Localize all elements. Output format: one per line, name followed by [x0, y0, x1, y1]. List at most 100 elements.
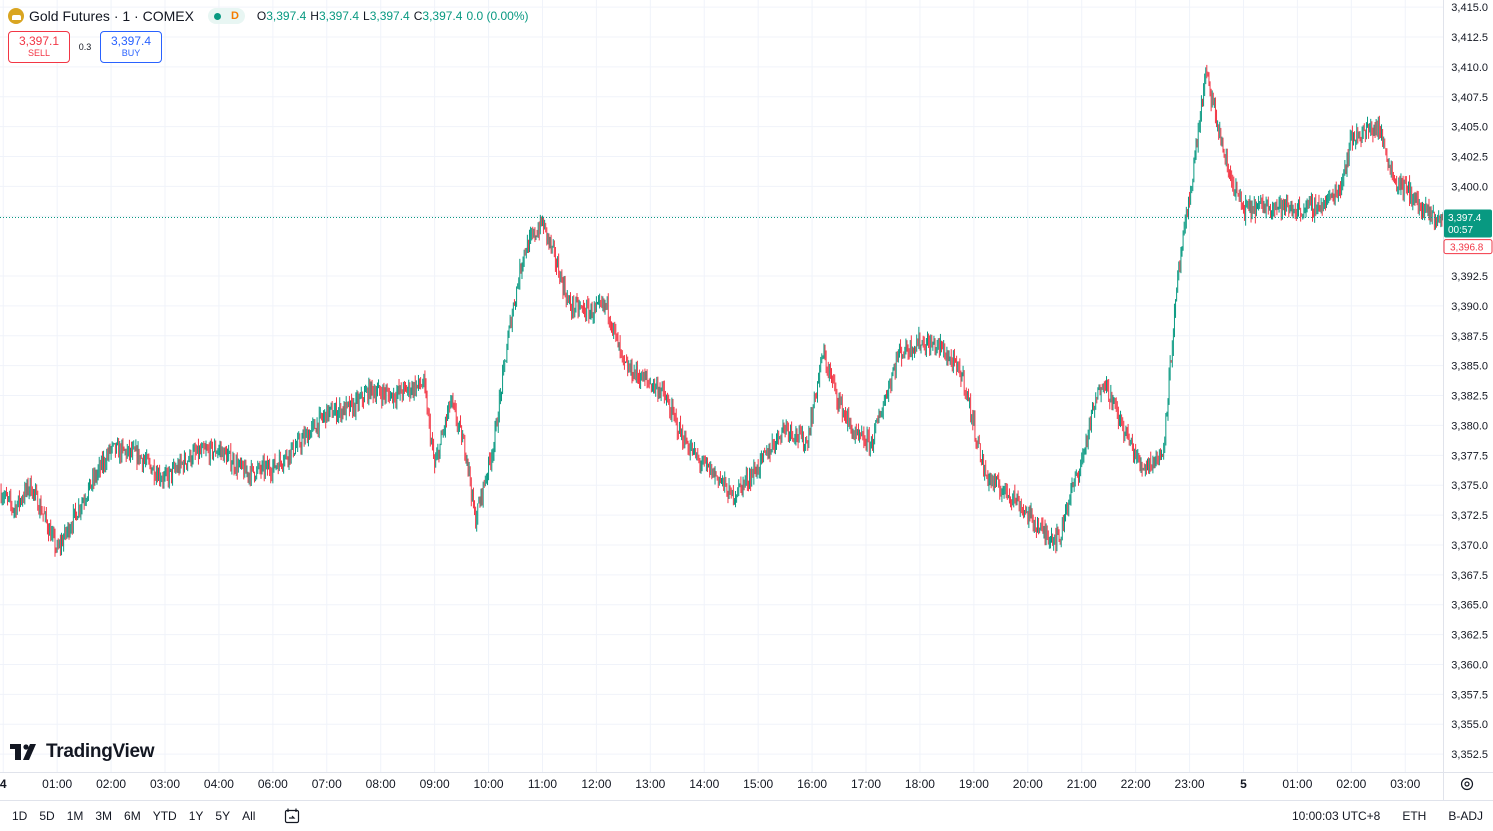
- bar-countdown: 00:57: [1448, 225, 1473, 236]
- bottom-toolbar: 1D 5D 1M 3M 6M YTD 1Y 5Y All 10:00:03 UTC+8 ETH …: [0, 800, 1493, 831]
- time-tick-label: 08:00: [366, 777, 396, 791]
- price-tick-label: 3,405.0: [1451, 122, 1488, 134]
- close-key: C: [413, 9, 423, 23]
- price-tick-label: 3,360.0: [1451, 659, 1488, 671]
- compare-icon[interactable]: [281, 806, 303, 826]
- trade-buttons: 3,397.1 SELL 0.3 3,397.4 BUY: [8, 31, 162, 63]
- time-tick-label: 01:00: [42, 777, 72, 791]
- range-button[interactable]: All: [242, 809, 256, 823]
- open-key: O: [256, 9, 267, 23]
- price-tick-label: 3,415.0: [1451, 2, 1488, 14]
- time-tick-label: 17:00: [851, 777, 881, 791]
- spread-value: 0.3: [78, 42, 92, 52]
- price-tick-label: 3,410.0: [1451, 62, 1488, 74]
- range-button[interactable]: 5Y: [215, 809, 231, 823]
- time-tick-label: 19:00: [959, 777, 989, 791]
- price-tick-label: 3,392.5: [1451, 271, 1488, 283]
- time-tick-label: 06:00: [258, 777, 288, 791]
- delayed-data-badge: D: [230, 10, 239, 22]
- time-tick-label: 09:00: [420, 777, 450, 791]
- time-tick-label: 16:00: [797, 777, 827, 791]
- price-tick-label: 3,357.5: [1451, 689, 1488, 701]
- time-tick-label: 01:00: [1282, 777, 1312, 791]
- price-tick-label: 3,387.5: [1451, 331, 1488, 343]
- time-tick-label: 5: [1240, 777, 1247, 791]
- sell-label: SELL: [27, 48, 51, 58]
- time-tick-label: 20:00: [1013, 777, 1043, 791]
- price-tick-label: 3,362.5: [1451, 630, 1488, 642]
- session-toggle[interactable]: ETH: [1402, 809, 1427, 823]
- time-tick-label: 4: [0, 777, 7, 791]
- price-tick-label: 3,382.5: [1451, 391, 1488, 403]
- price-tick-label: 3,375.0: [1451, 480, 1488, 492]
- last-price-value: 3,397.4: [1448, 213, 1482, 224]
- price-tick-label: 3,355.0: [1451, 719, 1488, 731]
- time-axis[interactable]: 4 01:00 02:00 03:00 04:00 06:00 07:00 08:00 09:0…: [0, 772, 1493, 792]
- price-tick-label: 3,385.0: [1451, 361, 1488, 373]
- buy-label: BUY: [121, 48, 141, 58]
- time-tick-label: 15:00: [743, 777, 773, 791]
- time-tick-label: 22:00: [1121, 777, 1151, 791]
- candle-series: [0, 64, 1444, 557]
- time-tick-label: 04:00: [204, 777, 234, 791]
- price-tick-label: 3,380.0: [1451, 420, 1488, 432]
- range-button[interactable]: YTD: [152, 809, 177, 823]
- price-tick-label: 3,372.5: [1451, 510, 1488, 522]
- open-value: 3,397.4: [266, 9, 307, 23]
- symbol-title[interactable]: Gold Futures · 1 · COMEX: [29, 8, 194, 24]
- price-tick-label: 3,407.5: [1451, 92, 1488, 104]
- sell-button[interactable]: 3,397.1 SELL: [8, 31, 70, 63]
- sell-price: 3,397.1: [18, 34, 60, 48]
- time-tick-label: 21:00: [1067, 777, 1097, 791]
- high-value: 3,397.4: [318, 9, 359, 23]
- gold-symbol-icon[interactable]: [8, 8, 24, 24]
- price-labels: 3,397.4 00:57 3,396.8: [1443, 209, 1493, 255]
- range-button[interactable]: 3M: [95, 809, 113, 823]
- time-tick-label: 07:00: [312, 777, 342, 791]
- change-value: 0.0 (0.00%): [466, 9, 529, 23]
- time-tick-label: 03:00: [1390, 777, 1420, 791]
- low-key: L: [363, 9, 370, 23]
- price-tick-label: 3,365.0: [1451, 600, 1488, 612]
- secondary-price-label: [1443, 239, 1493, 255]
- time-tick-label: 13:00: [635, 777, 665, 791]
- time-tick-label: 12:00: [581, 777, 611, 791]
- price-tick-label: 3,370.0: [1451, 540, 1488, 552]
- price-tick-label: 3,377.5: [1451, 450, 1488, 462]
- adjustment-toggle[interactable]: B-ADJ: [1448, 809, 1483, 823]
- price-tick-label: 3,402.5: [1451, 152, 1488, 164]
- time-tick-label: 18:00: [905, 777, 935, 791]
- time-tick-label: 23:00: [1175, 777, 1205, 791]
- range-button[interactable]: 1Y: [188, 809, 204, 823]
- price-axis[interactable]: 3,352.5 3,355.0 3,357.5 3,360.0 3,362.5 3,365…: [1443, 0, 1489, 800]
- range-selector: 1D 5D 1M 3M 6M YTD 1Y 5Y All: [6, 809, 261, 823]
- buy-button[interactable]: 3,397.4 BUY: [100, 31, 162, 63]
- time-tick-label: 03:00: [150, 777, 180, 791]
- settings-gear-icon[interactable]: [1459, 776, 1475, 792]
- range-button[interactable]: 6M: [124, 809, 141, 823]
- secondary-price-value: 3,396.8: [1450, 243, 1484, 254]
- tradingview-logo-icon: [10, 744, 36, 760]
- last-price-label: [1444, 209, 1492, 238]
- market-open-icon: [213, 12, 221, 20]
- tradingview-logo[interactable]: TradingView: [10, 741, 155, 763]
- time-tick-label: 02:00: [1336, 777, 1366, 791]
- market-status-pill[interactable]: D: [207, 8, 245, 24]
- time-tick-label: 11:00: [528, 777, 557, 791]
- chart-header: Gold Futures · 1 · COMEX D O3,397.4 H3,3…: [8, 6, 529, 26]
- range-button[interactable]: 5D: [39, 809, 55, 823]
- range-button[interactable]: 1M: [66, 809, 84, 823]
- tradingview-logo-text: TradingView: [46, 741, 155, 762]
- time-tick-label: 14:00: [689, 777, 719, 791]
- buy-price: 3,397.4: [110, 34, 152, 48]
- clock-time[interactable]: 10:00:03 UTC+8: [1291, 809, 1381, 823]
- ohlc-legend: O3,397.4 H3,397.4 L3,397.4 C3,397.4 0.0 …: [257, 9, 529, 23]
- low-value: 3,397.4: [369, 9, 410, 23]
- bottom-right-status: 10:00:03 UTC+8 ETH B-ADJ: [1292, 809, 1483, 823]
- price-tick-label: 3,367.5: [1451, 570, 1488, 582]
- time-tick-label: 02:00: [96, 777, 126, 791]
- range-button[interactable]: 1D: [12, 809, 28, 823]
- price-tick-label: 3,400.0: [1451, 181, 1488, 193]
- price-tick-label: 3,352.5: [1451, 749, 1488, 761]
